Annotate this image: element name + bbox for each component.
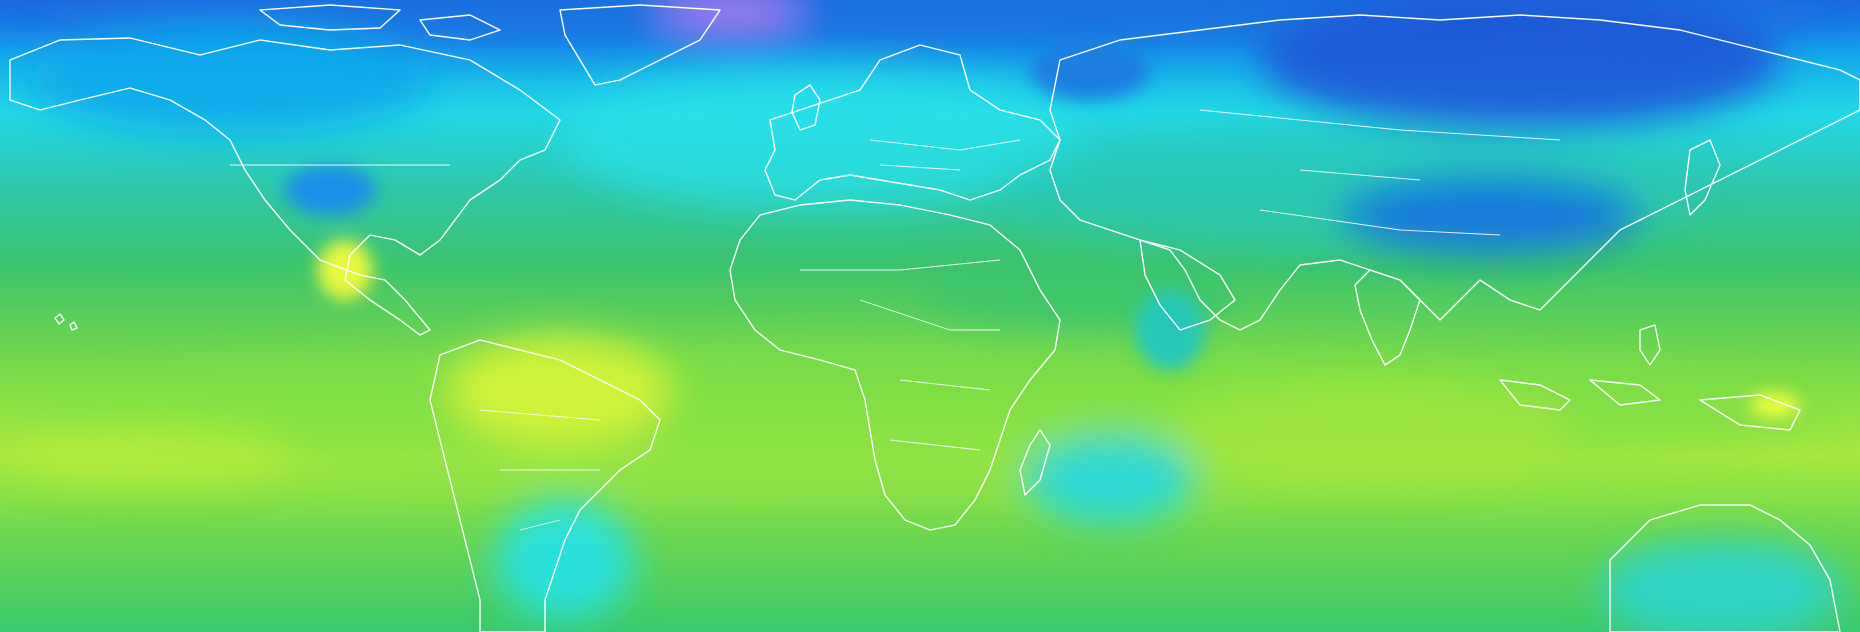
country-borders [230,109,1561,531]
heat-accents [285,40,1800,417]
outline-south-america [429,339,661,632]
border-africa-a [800,259,1001,451]
region-amazon-yellow [450,335,670,445]
outline-europe [764,44,1061,201]
outline-uk [791,84,821,131]
region-andes-cyan [495,500,635,620]
region-scandinavia-blue [1030,40,1150,100]
outline-madagascar [1019,429,1051,496]
outline-philippines [1639,324,1661,366]
outline-north-america [9,37,561,336]
region-newguinea-yellow [1750,393,1800,417]
border-south-america-a [479,409,601,531]
region-australia-cyan [1600,540,1840,632]
region-indian-ocean [1170,380,1570,480]
outline-canadian-islands [259,4,501,41]
outline-greenland [559,4,721,86]
border-europe-a [869,139,1021,171]
region-ethiopia-cyan [1135,290,1205,370]
outline-hawaii [54,313,78,331]
border-asia-a [1199,109,1561,236]
outline-australia [1609,504,1841,632]
outline-arabia [1139,239,1236,331]
outline-india [1354,269,1421,366]
land-outlines [9,4,1860,632]
region-tibet-blue [1340,175,1640,255]
region-south-africa-cyan [1025,435,1195,525]
region-siberia-cold [1260,0,1780,130]
outline-africa [729,199,1061,531]
region-pacific-yellow [10,425,290,485]
region-rockies-blue [285,165,375,215]
outline-japan [1684,139,1721,216]
outline-indonesia [1499,379,1801,431]
outline-asia [1049,14,1860,331]
region-north-atlantic-cyan [560,70,1080,210]
region-canada-cold [30,25,430,135]
